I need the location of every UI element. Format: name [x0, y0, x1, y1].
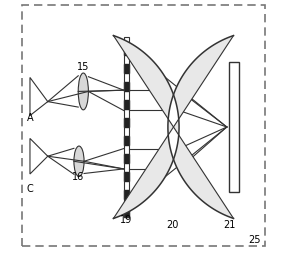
Bar	[124, 100, 129, 109]
Text: C: C	[27, 184, 33, 194]
Bar	[124, 46, 129, 55]
Bar	[124, 136, 129, 145]
Bar	[124, 37, 129, 217]
Bar	[124, 64, 129, 73]
Ellipse shape	[78, 73, 88, 110]
Polygon shape	[114, 36, 233, 218]
Bar	[124, 82, 129, 91]
Text: 25: 25	[249, 235, 261, 245]
Text: 21: 21	[223, 220, 236, 230]
Bar	[229, 62, 239, 192]
Text: A: A	[27, 113, 33, 123]
Text: 16: 16	[72, 171, 84, 182]
Text: 20: 20	[166, 220, 178, 230]
Text: 15: 15	[77, 62, 90, 72]
Bar	[124, 190, 129, 199]
Text: 19: 19	[120, 215, 133, 225]
Ellipse shape	[74, 146, 84, 177]
Bar	[124, 208, 129, 217]
Bar	[124, 154, 129, 163]
Bar	[124, 118, 129, 127]
Bar	[124, 172, 129, 181]
